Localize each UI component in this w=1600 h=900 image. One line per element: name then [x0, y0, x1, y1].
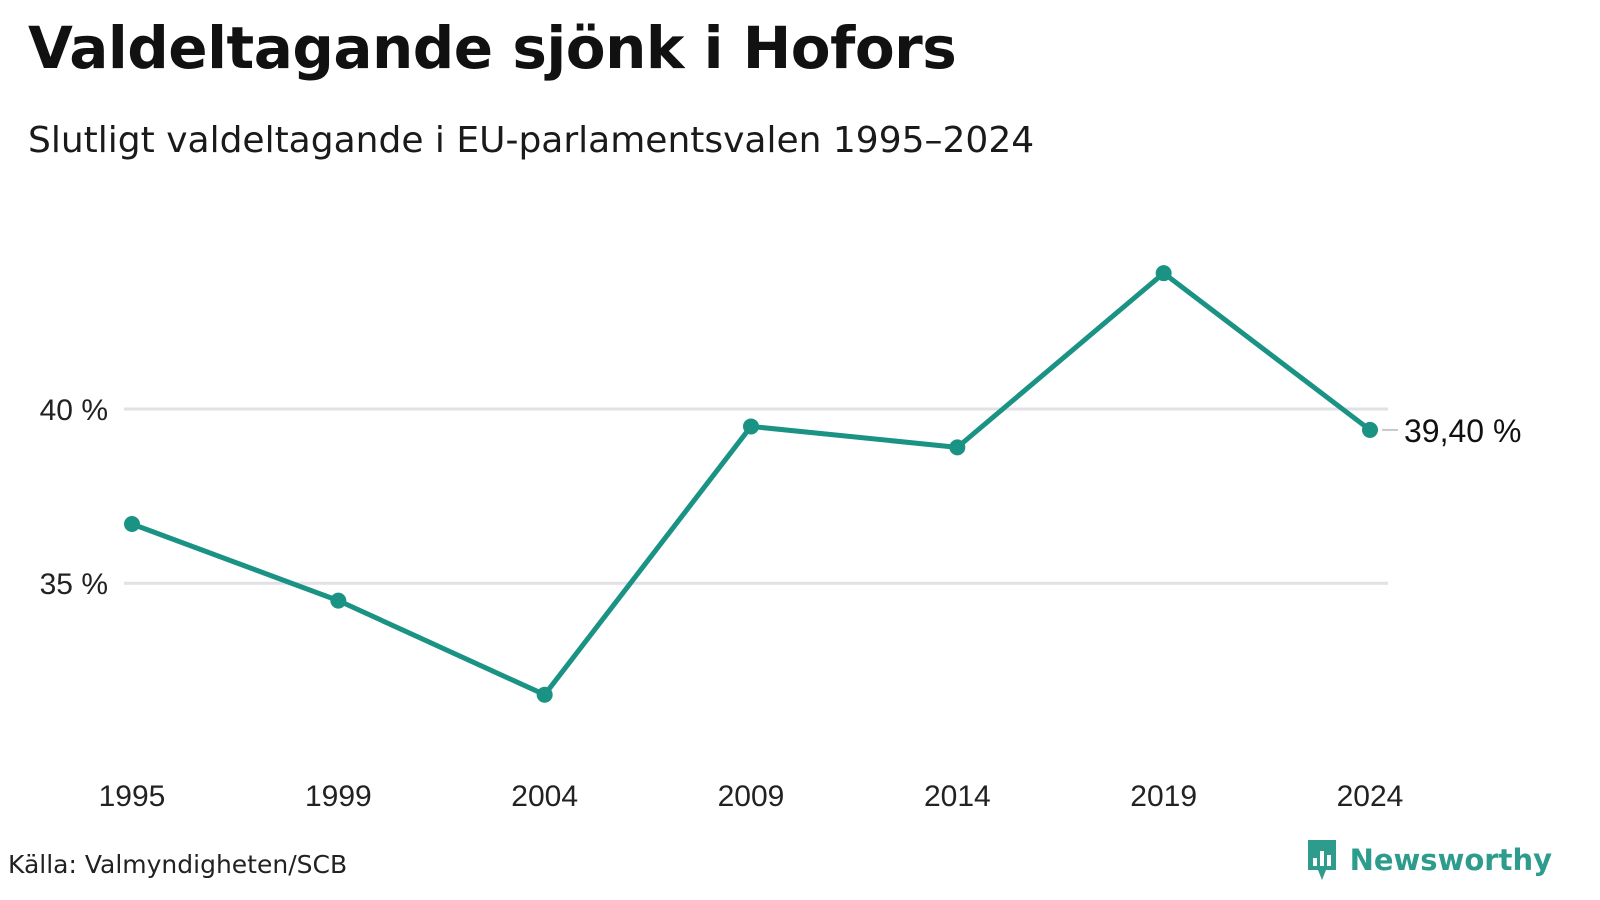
- chart-title: Valdeltagande sjönk i Hofors: [28, 14, 957, 82]
- data-point: [1155, 265, 1172, 282]
- x-tick-label: 1995: [99, 780, 166, 813]
- data-point: [536, 686, 553, 703]
- source-note: Källa: Valmyndigheten/SCB: [8, 850, 348, 879]
- x-axis-ticks: 1995 1999 2004 2009 2014 2019 2024: [99, 780, 1404, 813]
- y-axis-ticks: 35 % 40 %: [40, 394, 108, 601]
- y-tick-label: 35 %: [40, 568, 108, 601]
- series-line-layer: [129, 270, 1373, 698]
- x-tick-label: 2004: [511, 780, 578, 813]
- data-point: [949, 439, 966, 456]
- x-tick-label: 1999: [305, 780, 372, 813]
- gridlines: [124, 407, 1388, 585]
- data-point: [743, 418, 759, 435]
- x-tick-label: 2014: [924, 780, 991, 813]
- x-tick-label: 2009: [718, 780, 785, 813]
- chart-subtitle: Slutligt valdeltagande i EU-parlamentsva…: [28, 120, 1035, 161]
- y-tick-label: 40 %: [40, 394, 108, 427]
- x-tick-label: 2024: [1337, 780, 1404, 813]
- data-point: [330, 592, 347, 609]
- data-point: [124, 516, 140, 532]
- newsworthy-logo: Newsworthy: [1306, 838, 1552, 882]
- brand-name: Newsworthy: [1349, 843, 1552, 877]
- end-value-label: 39,40 %: [1404, 413, 1521, 449]
- bar-chart-badge-icon: [1307, 840, 1336, 880]
- end-label-layer: 39,40 %: [1382, 413, 1521, 449]
- series-line: [129, 270, 1373, 698]
- x-tick-label: 2019: [1130, 780, 1197, 813]
- data-point: [1362, 421, 1378, 438]
- data-points: [124, 265, 1378, 703]
